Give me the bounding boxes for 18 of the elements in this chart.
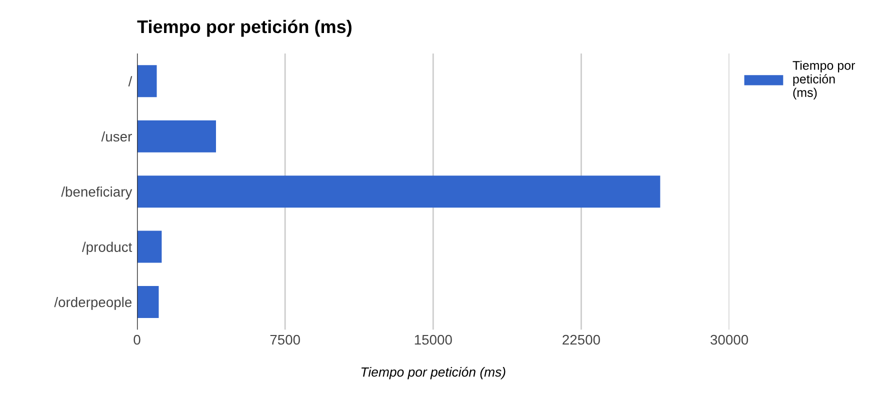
x-tick-label: 7500 [270,334,300,345]
x-tick-label: 0 [134,334,140,345]
bar [137,65,157,98]
y-tick-label: /user [101,131,132,142]
x-tick-label: 15000 [414,334,452,345]
y-tick-label: /orderpeople [54,296,132,310]
y-tick-label: /product [82,242,132,255]
bar [137,176,660,208]
bar [137,286,159,318]
x-axis-title: Tiempo por petición (ms) [361,366,506,380]
bar [137,230,162,263]
x-tick-label: 30000 [710,334,748,345]
y-tick-label: / [128,76,132,86]
chart-title: Tiempo por petición (ms) [137,20,352,37]
bar [137,120,216,152]
y-tick-label: /beneficiary [61,186,132,200]
x-tick-label: 22500 [562,334,600,345]
legend-label: Tiempo por petición (ms) [792,60,856,100]
